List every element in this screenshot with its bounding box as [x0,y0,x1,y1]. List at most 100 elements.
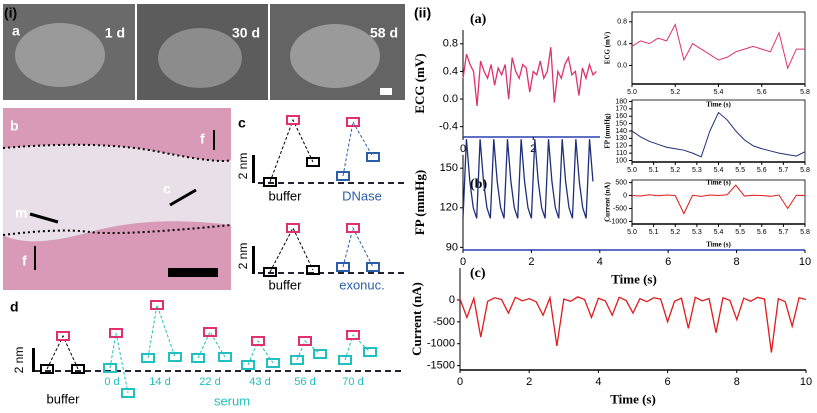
glyph [336,171,350,181]
scale-label: 2 nm [236,153,250,180]
group-label: buffer [46,391,80,406]
x-tick-label: 5.1 [649,167,659,174]
x-tick-label: 2 [530,143,536,155]
glyph-link [344,334,371,361]
x-tick-label: 5.0 [627,89,637,96]
y-axis-label: FP (mmHg) [604,113,612,149]
photo-area [15,23,105,87]
y-tick-label: -1000 [427,338,455,350]
x-tick-label: 5.6 [757,229,767,236]
x-tick-label: 5.2 [670,229,680,236]
x-tick-label: 5.2 [670,89,680,96]
y-tick-label: 0.0 [443,93,458,105]
y-axis-label: Current (nA) [604,181,612,221]
x-tick-label: 5.3 [692,167,702,174]
glyph [103,363,117,373]
glyph [263,177,277,187]
x-tick-label: 5.7 [779,167,789,174]
x-tick-label: 0 [460,256,466,268]
glyph-link [147,304,176,359]
inset-frame [631,179,806,225]
tissue [3,144,231,242]
x-tick-label: 5.5 [735,167,745,174]
glyph-link [109,332,129,394]
x-axis-label: Time (s) [706,240,731,248]
scale-label: 2 nm [12,347,26,374]
y-tick-label: 150 [440,162,458,174]
chart-title: (c) [470,266,486,281]
scale-bar [380,88,392,95]
x-tick-label: 5.8 [800,89,810,96]
x-tick-label: 5.5 [735,229,745,236]
photo-area [158,28,242,88]
x-tick-label: 10 [799,256,811,268]
glyph [366,152,380,162]
arrow [29,212,59,224]
glyph [313,349,327,359]
y-tick-label: -1000 [609,218,627,225]
y-tick-label: 110 [616,150,627,157]
group-label: serum [214,393,250,408]
glyph [203,327,217,337]
panel-label: (i) [4,5,17,21]
image-label: 30 d [232,25,260,41]
x-tick-label: 5.2 [670,167,680,174]
glyph [286,223,300,233]
y-tick-label: 0 [623,192,627,199]
y-tick-label: 120 [440,202,458,214]
day-label: 43 d [249,376,270,388]
glyph [121,388,135,398]
group-label: buffer [268,188,302,203]
annotation: f [200,131,205,147]
x-tick-label: 5.0 [627,229,637,236]
x-tick-label: 5.4 [714,167,724,174]
annotation: m [15,205,27,221]
x-tick-label: 5.8 [800,229,810,236]
photo-area [290,24,380,88]
line-series [462,47,597,107]
y-tick-label: 160 [615,113,627,120]
y-tick-label: 180 [615,98,627,105]
x-axis-label: Time (s) [706,100,731,108]
group-label: exonuc. [339,277,385,292]
x-tick-label: 6 [665,376,671,388]
glyph-link [342,226,374,268]
day-label: 0 d [104,376,119,388]
x-tick-label: 2 [528,256,534,268]
scale-bar [168,268,218,277]
y-tick-label: 170 [615,106,627,113]
x-tick-label: 10 [800,376,812,388]
glyph [346,117,360,127]
y-axis-label: FP (mmHg) [412,170,427,235]
y-tick-label: 0.8 [443,38,458,50]
image-label: 1 d [105,25,125,41]
glyph [306,157,320,167]
line-series [631,111,806,158]
group-label: buffer [268,277,302,292]
scale-bar [252,246,255,274]
annotation: f [22,253,27,269]
y-axis-label: ECG (mV) [412,53,427,113]
y-tick-label: -1500 [427,360,455,372]
glyph-link [342,120,374,177]
glyph [290,355,304,365]
glyph [286,115,300,125]
x-tick-label: 8 [734,376,740,388]
glyph [263,267,277,277]
x-axis-label: Time (s) [706,178,731,186]
glyph [241,360,255,370]
x-tick-label: 5.1 [649,229,659,236]
glyph [366,262,380,272]
glyph [109,328,123,338]
glyph [71,364,85,374]
x-tick-label: 4 [597,256,603,268]
x-tick-label: 5.6 [757,89,767,96]
y-tick-label: 100 [615,157,627,164]
day-label: 22 d [199,376,220,388]
panel-label: a [12,23,20,39]
y-tick-label: 150 [615,120,627,127]
x-tick-label: 5.4 [714,229,724,236]
x-tick-label: 8 [734,256,740,268]
scale-bar [32,348,35,372]
